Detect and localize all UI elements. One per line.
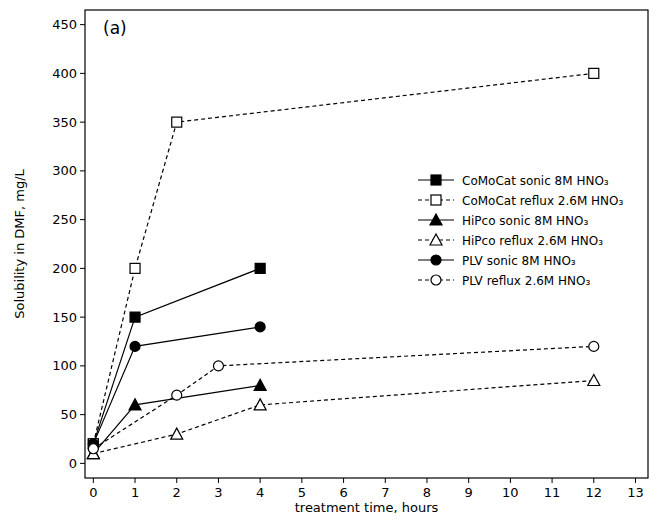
data-point: [588, 375, 600, 386]
x-tick: [510, 478, 511, 483]
x-tick-label: 4: [256, 485, 264, 500]
data-point: [254, 399, 266, 410]
chart: 0123456789101112130501001502002503003504…: [0, 0, 659, 524]
y-tick: [80, 268, 85, 269]
x-tick-label: 13: [627, 485, 644, 500]
legend-marker: [430, 234, 442, 245]
data-point: [254, 379, 266, 390]
y-tick: [80, 219, 85, 220]
legend: CoMoCat sonic 8M HNO₃ CoMoCat reflux 2.6M…: [418, 174, 623, 288]
x-tick: [635, 478, 636, 483]
x-tick: [593, 478, 594, 483]
plot-area: [87, 68, 599, 458]
x-tick: [426, 478, 427, 483]
x-tick: [343, 478, 344, 483]
x-tick-label: 9: [465, 485, 473, 500]
x-tick-label: 2: [173, 485, 181, 500]
data-point: [255, 322, 265, 332]
legend-label: CoMoCat reflux 2.6M HNO₃: [462, 194, 623, 208]
plot-frame: [85, 10, 648, 478]
series-line: [93, 346, 593, 448]
x-tick: [552, 478, 553, 483]
legend-label: PLV sonic 8M HNO₃: [462, 254, 576, 268]
y-tick-label: 0: [69, 456, 77, 471]
x-tick-label: 8: [423, 485, 431, 500]
series-line: [93, 268, 260, 444]
x-tick: [218, 478, 219, 483]
y-tick: [80, 24, 85, 25]
data-point: [130, 263, 140, 273]
y-tick-label: 300: [52, 163, 77, 178]
x-tick: [176, 478, 177, 483]
series-line: [93, 385, 260, 453]
series-line: [93, 73, 593, 444]
x-tick-label: 1: [131, 485, 139, 500]
x-tick-label: 11: [544, 485, 561, 500]
background: [0, 0, 659, 524]
legend-label: PLV reflux 2.6M HNO₃: [462, 274, 590, 288]
data-point: [171, 428, 183, 439]
x-tick-label: 5: [298, 485, 306, 500]
series-line: [93, 381, 593, 454]
x-tick-label: 10: [502, 485, 519, 500]
legend-label: CoMoCat sonic 8M HNO₃: [462, 174, 609, 188]
y-tick: [80, 122, 85, 123]
y-tick: [80, 170, 85, 171]
legend-label: HiPco reflux 2.6M HNO₃: [462, 234, 603, 248]
y-tick-label: 100: [52, 358, 77, 373]
data-point: [255, 263, 265, 273]
x-tick-label: 0: [89, 485, 97, 500]
x-tick-label: 6: [339, 485, 347, 500]
data-point: [129, 399, 141, 410]
data-point: [172, 117, 182, 127]
y-tick-label: 450: [52, 17, 77, 32]
x-tick-label: 3: [214, 485, 222, 500]
legend-marker: [431, 195, 441, 205]
y-tick-label: 200: [52, 261, 77, 276]
x-tick-label: 12: [586, 485, 603, 500]
series-line: [93, 327, 260, 444]
x-axis-title: treatment time, hours: [295, 500, 439, 515]
data-point: [172, 390, 182, 400]
y-tick-label: 50: [60, 407, 77, 422]
y-tick-label: 150: [52, 310, 77, 325]
legend-marker: [430, 214, 442, 225]
y-tick: [80, 365, 85, 366]
legend-marker: [431, 175, 441, 185]
data-point: [213, 361, 223, 371]
legend-marker: [431, 255, 441, 265]
y-tick-label: 350: [52, 115, 77, 130]
data-point: [589, 341, 599, 351]
x-tick: [468, 478, 469, 483]
panel-title: (a): [103, 18, 127, 38]
data-point: [130, 341, 140, 351]
y-tick: [80, 73, 85, 74]
y-tick: [80, 463, 85, 464]
data-point: [589, 68, 599, 78]
data-point: [88, 444, 98, 454]
x-tick: [385, 478, 386, 483]
y-tick-label: 400: [52, 66, 77, 81]
x-tick: [93, 478, 94, 483]
legend-marker: [431, 275, 441, 285]
x-tick: [260, 478, 261, 483]
data-point: [130, 312, 140, 322]
x-tick: [135, 478, 136, 483]
x-tick-label: 7: [381, 485, 389, 500]
legend-label: HiPco sonic 8M HNO₃: [462, 214, 589, 228]
y-tick: [80, 414, 85, 415]
y-axis-title: Solubility in DMF, mg/L: [12, 168, 27, 318]
y-tick-label: 250: [52, 212, 77, 227]
x-tick: [301, 478, 302, 483]
y-tick: [80, 317, 85, 318]
